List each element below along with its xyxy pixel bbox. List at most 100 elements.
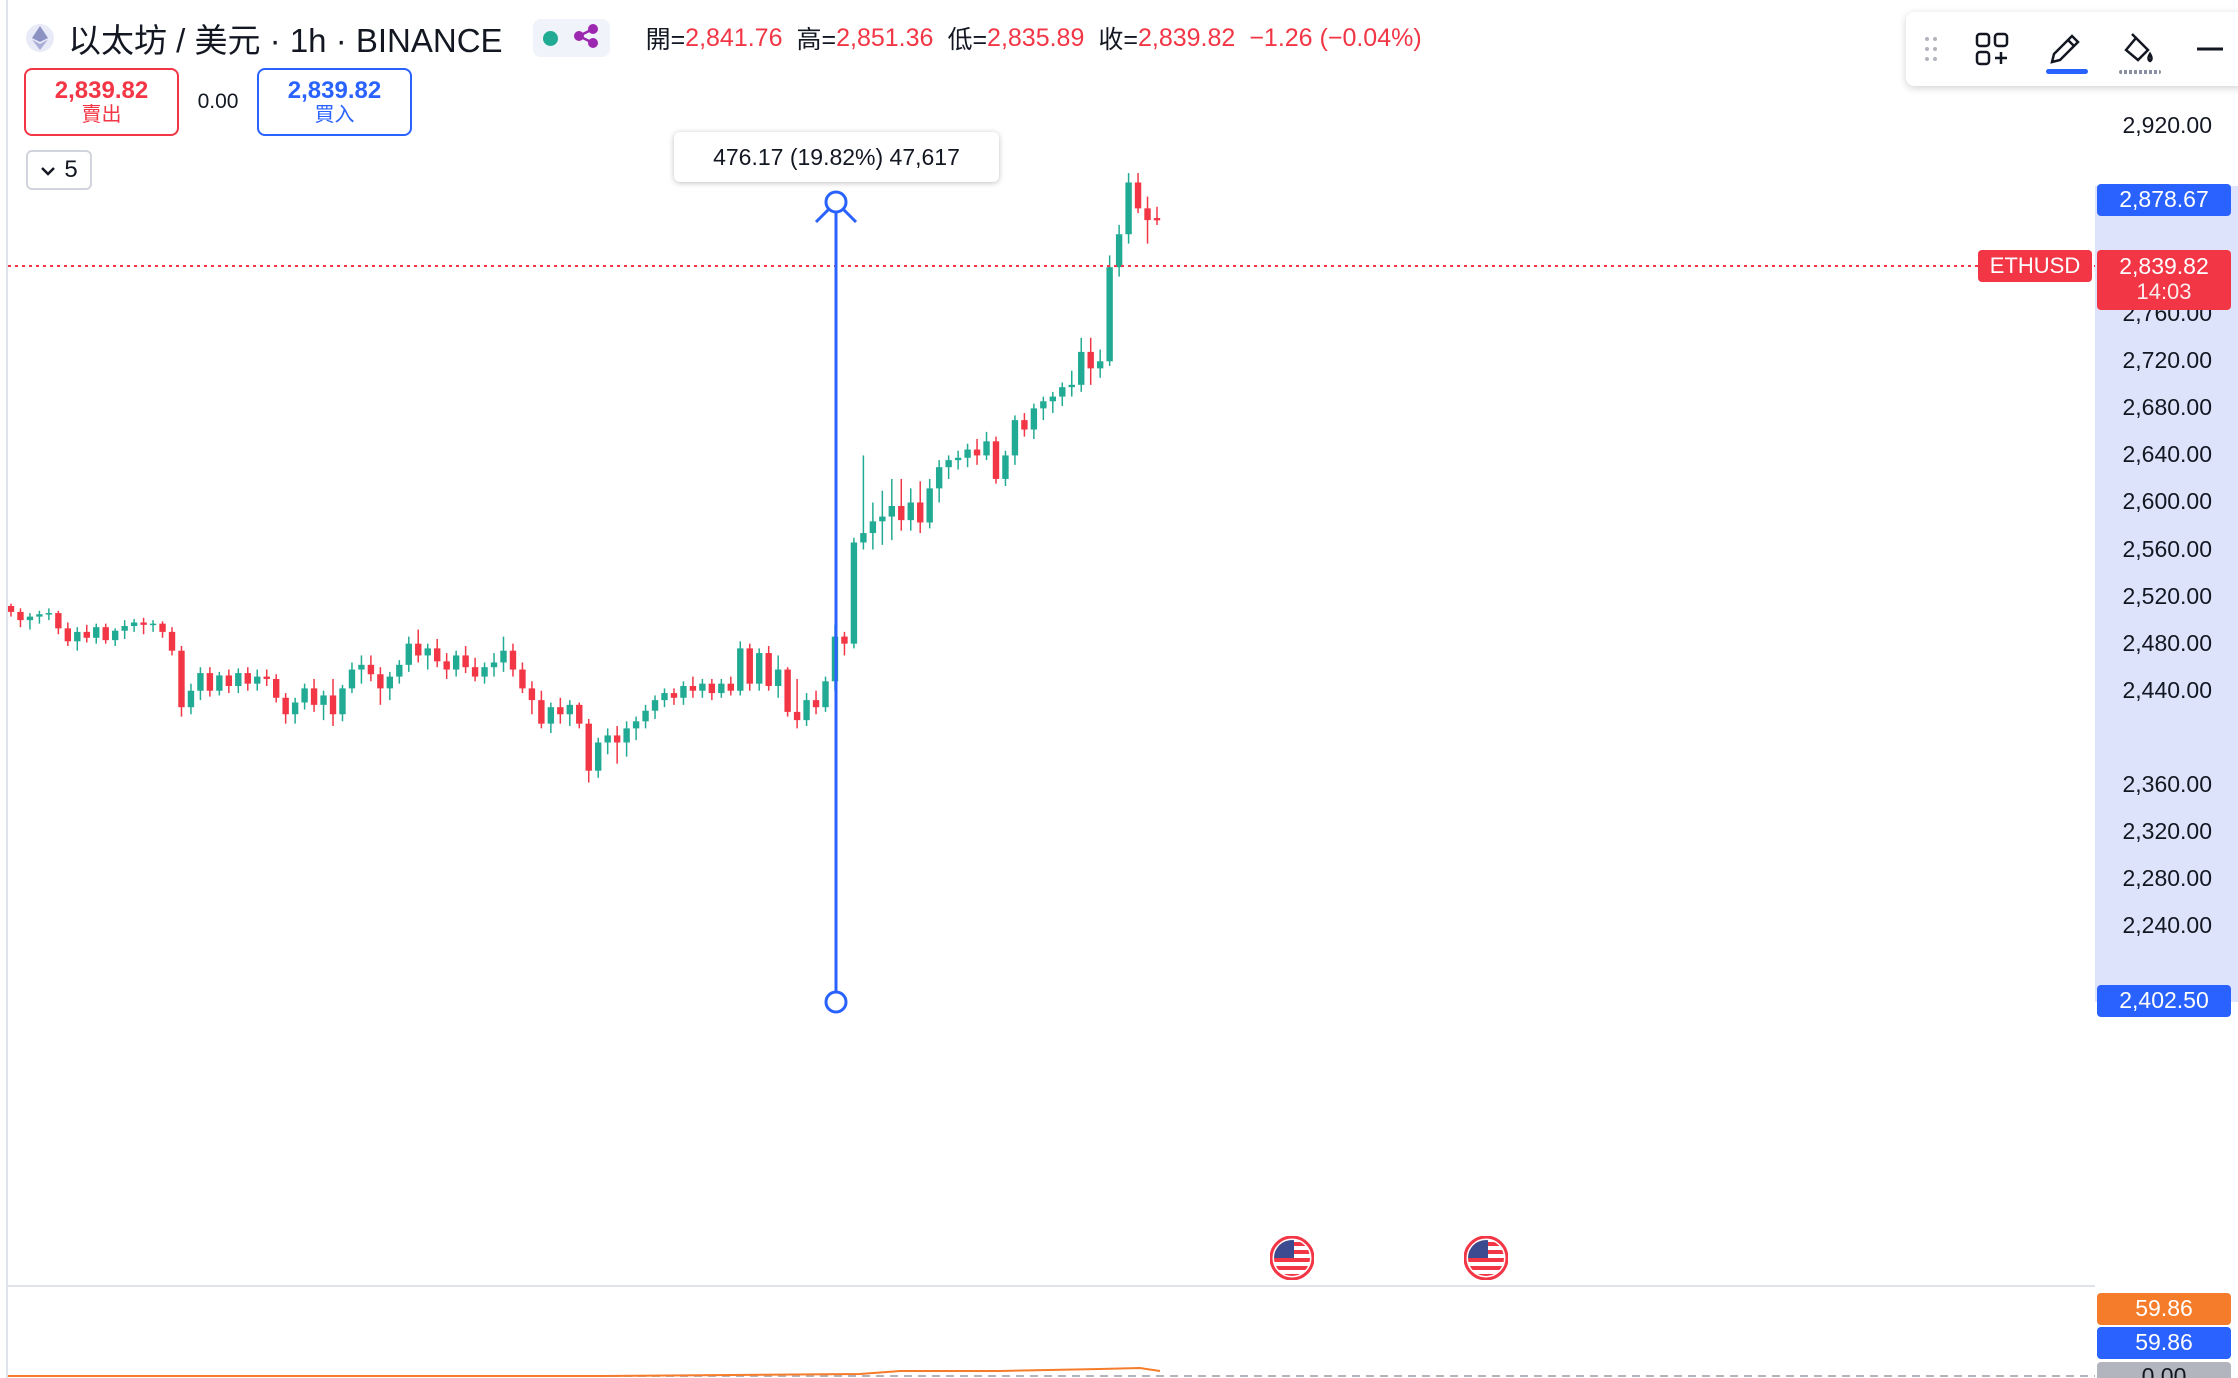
- candle-body: [917, 502, 924, 523]
- candle: [235, 668, 242, 694]
- candle: [841, 631, 848, 656]
- candle: [149, 620, 157, 632]
- low-value: 2,835.89: [987, 23, 1085, 52]
- candle-body: [746, 648, 753, 684]
- measure-handle-top: [824, 190, 848, 214]
- paint-bucket-icon[interactable]: [2101, 12, 2174, 86]
- candle-body: [339, 688, 346, 715]
- candle-body: [168, 631, 176, 651]
- candle-body: [386, 676, 394, 689]
- pencil-icon[interactable]: [2028, 12, 2101, 86]
- candle-body: [111, 630, 119, 641]
- candle-body: [888, 506, 896, 517]
- candle-body: [1011, 420, 1019, 456]
- candle-body: [377, 674, 384, 689]
- candle-body: [1096, 361, 1104, 369]
- candle: [860, 455, 867, 550]
- candle: [7, 603, 15, 617]
- candle-body: [680, 686, 687, 698]
- price-tick-label: 2,920.00: [2122, 112, 2212, 138]
- minimize-icon[interactable]: [2173, 12, 2238, 86]
- candle: [111, 628, 119, 647]
- candle: [130, 618, 138, 632]
- candle-body: [613, 735, 621, 743]
- collapse-indicators-button[interactable]: 5: [26, 150, 92, 190]
- candle: [964, 443, 971, 468]
- candle-body: [93, 627, 100, 638]
- candle-body: [74, 631, 81, 642]
- candle-body: [7, 606, 15, 612]
- candle-body: [415, 643, 422, 656]
- candle: [727, 676, 735, 696]
- drag-grip-icon[interactable]: [1906, 12, 1956, 86]
- candle-body: [263, 676, 270, 679]
- trade-panel: 2,839.82 賣出 0.00 2,839.82 買入: [24, 68, 412, 136]
- candle: [547, 702, 555, 734]
- candle: [926, 478, 933, 529]
- add-widget-icon[interactable]: [1956, 12, 2029, 86]
- candle: [26, 613, 34, 630]
- candle-body: [1021, 420, 1028, 430]
- candle-body: [585, 723, 592, 771]
- candle-body: [348, 669, 356, 689]
- candle: [339, 684, 346, 722]
- candle-body: [576, 704, 583, 724]
- candle: [670, 688, 678, 705]
- candle-body: [55, 613, 62, 629]
- candle-body: [945, 460, 952, 468]
- candle-body: [869, 521, 877, 534]
- candle: [254, 669, 261, 691]
- us-flag-event-icon[interactable]: [1269, 1235, 1315, 1281]
- candle: [206, 667, 214, 697]
- candle-body: [1153, 218, 1161, 221]
- bar-countdown: 14:03: [2136, 279, 2192, 304]
- candle: [879, 490, 886, 545]
- candle: [433, 638, 441, 668]
- candle-body: [405, 643, 412, 665]
- rsi-value-label: 59.86: [2097, 1293, 2231, 1325]
- change-value: −1.26 (−0.04%): [1249, 23, 1422, 52]
- us-flag-event-icon[interactable]: [1463, 1235, 1509, 1281]
- candle-body: [623, 728, 630, 743]
- candle: [1059, 382, 1066, 407]
- candle: [566, 700, 573, 727]
- candle: [367, 655, 375, 682]
- candle-body: [225, 675, 233, 687]
- candle: [822, 676, 829, 712]
- status-pill[interactable]: [532, 19, 610, 57]
- candle-body: [301, 688, 308, 703]
- candle-body: [774, 669, 782, 687]
- candle: [528, 681, 536, 715]
- candle-body: [244, 673, 251, 684]
- candle-body: [1125, 182, 1132, 235]
- measure-tool[interactable]: [814, 190, 858, 1014]
- buy-button[interactable]: 2,839.82 買入: [257, 68, 412, 136]
- candle-body: [500, 650, 507, 663]
- candle-body: [509, 650, 517, 670]
- candle-body: [452, 655, 460, 670]
- low-label: 低=: [947, 26, 988, 54]
- candle-body: [699, 683, 706, 691]
- indicator-icon[interactable]: [572, 22, 600, 55]
- symbol-title[interactable]: 以太坊 / 美元 · 1h · BINANCE: [68, 22, 503, 59]
- candle: [907, 488, 914, 531]
- candle: [756, 648, 763, 691]
- candle: [576, 702, 583, 729]
- candle: [898, 478, 905, 531]
- candle-body: [396, 664, 403, 677]
- candle-body: [187, 690, 195, 708]
- candle-body: [973, 449, 981, 456]
- pencil-color-indicator: [2046, 69, 2089, 74]
- measure-bottom-price-label: 2,402.50: [2097, 985, 2231, 1017]
- drawing-toolbar: [1906, 12, 2238, 86]
- sell-button[interactable]: 2,839.82 賣出: [24, 68, 179, 136]
- close-value: 2,839.82: [1137, 23, 1236, 52]
- price-tick-label: 2,240.00: [2122, 912, 2212, 939]
- candle-body: [358, 664, 365, 670]
- candle: [424, 643, 431, 670]
- candle-body: [130, 622, 138, 627]
- candle-body: [45, 613, 53, 615]
- candle-body: [462, 655, 469, 668]
- price-tick-label: 2,440.00: [2122, 676, 2212, 703]
